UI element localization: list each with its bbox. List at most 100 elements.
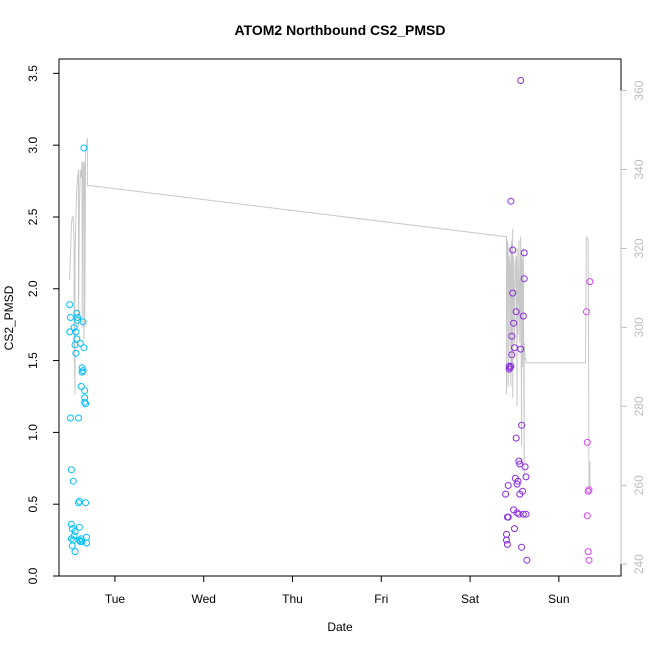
- data-point-group-1: [72, 349, 80, 357]
- data-point-group-2: [518, 421, 526, 429]
- x-axis: Tue Wed Thu Fri Sat Sun: [105, 575, 570, 606]
- x-tick-label: Tue: [105, 592, 126, 606]
- data-point-group-2: [504, 513, 512, 521]
- data-point-group-1: [67, 466, 75, 474]
- data-point-group-1: [70, 324, 78, 332]
- x-tick-label: Thu: [282, 592, 303, 606]
- data-point-group-1: [77, 382, 85, 390]
- data-point-group-2: [518, 543, 526, 551]
- data-point-group-2: [510, 319, 518, 327]
- y-axis: 0.0 0.5 1.0 1.5 2.0 2.5 3.0 3.5: [26, 65, 60, 584]
- data-point-group-2: [512, 434, 520, 442]
- data-point-group-3: [585, 556, 593, 564]
- y2-tick-label: 340: [632, 159, 646, 179]
- data-point-group-2: [511, 525, 518, 533]
- data-point-group-2: [517, 77, 525, 84]
- data-point-group-3: [583, 438, 591, 446]
- data-point-group-1: [68, 542, 76, 550]
- data-point-group-1: [78, 538, 86, 545]
- data-point-group-2: [522, 510, 530, 518]
- y2-tick-label: 240: [632, 554, 646, 574]
- data-point-group-2: [507, 362, 515, 370]
- data-point-group-1: [70, 532, 78, 540]
- data-point-group-1: [80, 344, 88, 352]
- data-point-group-1: [82, 499, 90, 507]
- y-tick-label: 1.5: [26, 352, 40, 369]
- data-point-group-2: [509, 246, 517, 254]
- data-point-group-1: [67, 520, 75, 528]
- data-point-group-2: [520, 249, 528, 257]
- data-point-group-1: [76, 339, 84, 347]
- y2-tick-label: 300: [632, 317, 646, 337]
- data-point-group-1: [81, 387, 89, 395]
- data-point-group-2: [509, 289, 517, 297]
- data-point-group-3: [582, 308, 590, 316]
- data-point-group-2: [503, 540, 511, 548]
- data-point-group-1: [75, 523, 83, 531]
- data-point-group-2: [522, 473, 530, 481]
- data-point-group-3: [584, 548, 592, 556]
- data-point-group-2: [519, 487, 526, 495]
- y-tick-label: 2.0: [26, 280, 40, 297]
- data-point-group-1: [81, 398, 89, 406]
- data-point-group-2: [514, 477, 522, 485]
- data-point-group-1: [73, 309, 81, 317]
- data-point-group-1: [78, 364, 86, 372]
- data-point-group-2: [519, 312, 527, 320]
- x-tick-label: Sun: [548, 592, 569, 606]
- data-point-group-2: [502, 490, 510, 498]
- y-tick-label: 0.5: [26, 496, 40, 513]
- data-point-group-2: [516, 460, 524, 468]
- data-point-group-1: [83, 533, 90, 541]
- data-point-group-1: [73, 335, 81, 343]
- y2-tick-label: 360: [632, 80, 646, 100]
- y-tick-label: 3.0: [26, 137, 40, 154]
- points-layer: [66, 77, 594, 564]
- data-point-group-2: [513, 480, 521, 488]
- data-point-group-1: [78, 368, 86, 376]
- data-point-group-1: [67, 314, 74, 321]
- data-point-group-2: [515, 510, 523, 518]
- y2-axis: 240 260 280 300 320 340 360: [620, 80, 646, 574]
- data-point-group-2: [508, 332, 516, 340]
- data-point-group-1: [71, 548, 79, 556]
- data-point-group-1: [80, 144, 88, 152]
- x-tick-label: Fri: [374, 592, 388, 606]
- y-tick-label: 0.0: [26, 567, 40, 584]
- data-point-group-2: [523, 556, 531, 564]
- series-line: [69, 137, 591, 494]
- y-tick-label: 1.0: [26, 424, 40, 441]
- data-point-group-1: [75, 414, 82, 422]
- data-point-group-2: [506, 364, 514, 372]
- chart-title: ATOM2 Northbound CS2_PMSD: [234, 22, 445, 38]
- data-point-group-1: [71, 528, 79, 535]
- y-axis-label: CS2_PMSD: [2, 285, 16, 350]
- data-point-group-3: [585, 486, 593, 494]
- data-point-group-2: [512, 308, 520, 316]
- x-tick-label: Sat: [461, 592, 480, 606]
- data-point-group-2: [504, 482, 512, 489]
- data-point-group-2: [521, 463, 529, 471]
- plot-frame: [58, 58, 622, 577]
- data-point-group-1: [82, 400, 90, 408]
- data-point-group-2: [503, 530, 510, 538]
- data-point-group-2: [503, 536, 510, 544]
- data-point-group-2: [519, 510, 527, 518]
- data-point-group-3: [583, 512, 591, 520]
- data-point-group-1: [79, 367, 87, 375]
- x-tick-label: Wed: [191, 592, 215, 606]
- y2-tick-label: 260: [632, 475, 646, 495]
- data-point-group-1: [75, 499, 82, 507]
- data-point-group-1: [67, 414, 74, 422]
- y2-tick-label: 280: [632, 396, 646, 416]
- data-point-group-1: [79, 318, 87, 326]
- data-point-group-2: [507, 197, 515, 205]
- data-point-group-1: [75, 497, 83, 505]
- data-point-group-2: [520, 275, 528, 283]
- y-tick-label: 3.5: [26, 65, 40, 82]
- data-point-group-2: [508, 351, 516, 359]
- data-point-group-1: [66, 301, 74, 309]
- data-point-group-1: [81, 394, 89, 402]
- y-tick-label: 2.5: [26, 208, 40, 225]
